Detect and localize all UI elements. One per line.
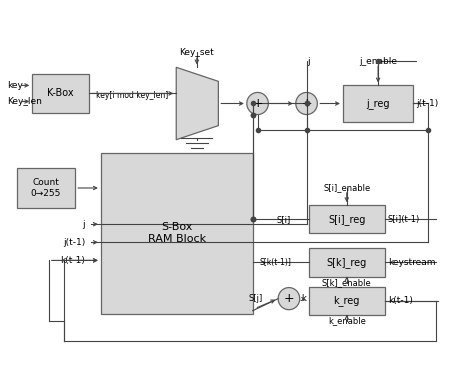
Bar [101,153,253,314]
Text: k_enable: k_enable [328,316,366,325]
Text: j: j [82,220,85,229]
Text: j: j [307,57,310,66]
Text: S[i]_reg: S[i]_reg [328,214,365,225]
Text: +: + [301,97,312,110]
Text: key[i mod key_len]: key[i mod key_len] [96,91,168,100]
Text: j(t-1): j(t-1) [416,99,438,108]
Text: Count
0→255: Count 0→255 [31,178,61,198]
Text: keystream: keystream [388,258,436,267]
Text: j(t-1): j(t-1) [63,238,85,247]
Text: Key_len: Key_len [7,97,42,106]
Text: +: + [283,292,294,305]
Bar [17,168,75,208]
Text: j_reg: j_reg [366,98,390,109]
Text: K-Box: K-Box [47,89,74,98]
Text: S[i]: S[i] [277,215,291,224]
Bar [309,205,385,233]
Text: +: + [252,97,263,110]
Bar [309,287,385,315]
Circle shape [296,92,318,114]
Text: k_reg: k_reg [334,295,360,306]
Text: Key_set: Key_set [180,48,214,57]
Polygon shape [176,67,219,140]
Circle shape [278,288,300,310]
Text: S[i]_enable: S[i]_enable [323,184,370,193]
Circle shape [247,92,268,114]
Text: S[j]: S[j] [248,294,263,303]
Bar [32,74,89,112]
Text: S[k(t-1)]: S[k(t-1)] [259,258,291,267]
Text: S[k]_enable: S[k]_enable [322,278,372,287]
Bar [343,86,413,122]
Text: S-Box
RAM Block: S-Box RAM Block [148,222,206,244]
Text: S[k]_reg: S[k]_reg [327,257,367,268]
Text: j_enable: j_enable [359,57,397,66]
Text: k(t-1): k(t-1) [388,296,413,305]
Bar [309,249,385,277]
Text: k: k [302,294,307,303]
Text: key: key [7,81,23,90]
Text: S[i](t-1): S[i](t-1) [388,215,420,224]
Text: k(t-1): k(t-1) [60,256,85,265]
